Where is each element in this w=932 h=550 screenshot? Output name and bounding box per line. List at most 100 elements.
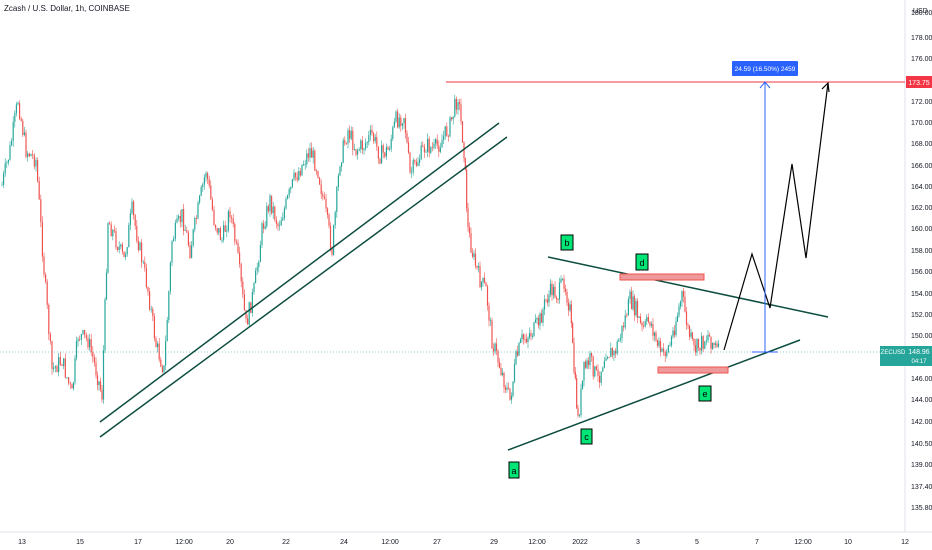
candle-body [618, 339, 620, 342]
candle-body [557, 299, 559, 301]
candle-body [513, 364, 516, 382]
candle-body [436, 139, 438, 146]
candle-body [560, 279, 562, 283]
candle-body [468, 227, 471, 234]
candle-body [109, 223, 111, 225]
candle-body [422, 145, 424, 147]
candle-body [678, 306, 680, 316]
candle-body [525, 339, 528, 343]
measure-label-bg [732, 61, 798, 76]
candle-body [210, 185, 212, 200]
candle-body [107, 223, 109, 273]
candle-body [595, 366, 597, 370]
candle-body [152, 309, 154, 317]
candle-body [59, 357, 61, 365]
candle-body [215, 225, 217, 229]
candle-body [105, 272, 108, 300]
candle-body [455, 98, 457, 110]
candle-body [374, 137, 376, 142]
price-tick-label: 170.00 [911, 120, 932, 127]
candle-body [25, 132, 27, 157]
candle-body [197, 202, 199, 219]
candle-body [51, 341, 53, 369]
candle-body [95, 362, 97, 376]
svg-text:b: b [564, 238, 569, 248]
candle-body [342, 140, 344, 163]
candle-body [649, 322, 651, 326]
candle-body [549, 283, 552, 295]
candle-body [322, 194, 324, 197]
candle-body [20, 118, 22, 121]
svg-text:e: e [702, 389, 707, 399]
candle-body [242, 281, 244, 295]
candle-body [141, 242, 143, 263]
candle-body [646, 317, 648, 322]
candle-body [704, 341, 706, 349]
candle-body [392, 127, 394, 139]
candle-body [533, 322, 535, 337]
price-tick-label: 154.00 [911, 291, 932, 298]
candle-body [423, 146, 425, 153]
wave-label-a: a [508, 461, 520, 479]
candle-body [397, 111, 399, 128]
candle-body [137, 240, 139, 251]
candle-body [187, 232, 189, 246]
price-tick-label: 180.00 [911, 10, 932, 17]
candle-body [216, 228, 218, 233]
candle-body [147, 287, 149, 292]
candle-body [15, 104, 17, 114]
candle-body [345, 143, 347, 145]
measure-arrowhead [759, 81, 771, 89]
candle-body [58, 357, 60, 373]
candle-body [231, 217, 233, 219]
candle-body [476, 265, 478, 268]
candle-body [684, 296, 686, 312]
candle-body [471, 252, 474, 257]
candle-body [7, 159, 9, 163]
candle-body [717, 343, 720, 347]
candle-body [227, 211, 229, 231]
candle-body [28, 153, 30, 157]
candle-body [49, 334, 51, 342]
candle-body [623, 325, 625, 328]
candle-body [632, 296, 634, 309]
candle-body [134, 215, 136, 226]
candle-body [641, 322, 643, 326]
candle-body [685, 311, 688, 325]
candle-body [271, 195, 273, 214]
time-tick-label: 12:00 [794, 539, 812, 546]
candle-body [488, 305, 490, 321]
candle-body [597, 369, 599, 377]
candle-body [282, 218, 284, 221]
candle-body [389, 148, 391, 150]
candle-body [258, 262, 260, 268]
candle-body [494, 343, 496, 352]
candle-body [624, 315, 626, 328]
candle-body [608, 357, 610, 358]
candle-body [569, 304, 571, 311]
candle-body [458, 102, 461, 105]
candle-body [169, 262, 171, 292]
candle-body [232, 218, 234, 225]
candle-body [444, 126, 446, 137]
time-tick-label: 2022 [572, 539, 588, 546]
time-tick-label: 3 [636, 539, 640, 546]
candle-body [53, 367, 55, 369]
candle-body [168, 291, 170, 321]
candle-body [690, 332, 692, 337]
candle-body [157, 343, 159, 347]
candle-body [411, 172, 413, 174]
price-tick-label: 158.00 [911, 248, 932, 255]
candle-body [672, 330, 674, 337]
candle-body [659, 341, 662, 352]
candle-body [710, 336, 712, 349]
candle-body [33, 155, 35, 167]
candle-body [479, 266, 481, 288]
candle-body [263, 223, 265, 229]
candle-body [376, 137, 378, 147]
candle-body [687, 324, 689, 326]
candle-body [664, 351, 666, 357]
candle-body [48, 304, 50, 335]
candle-body [184, 230, 186, 232]
